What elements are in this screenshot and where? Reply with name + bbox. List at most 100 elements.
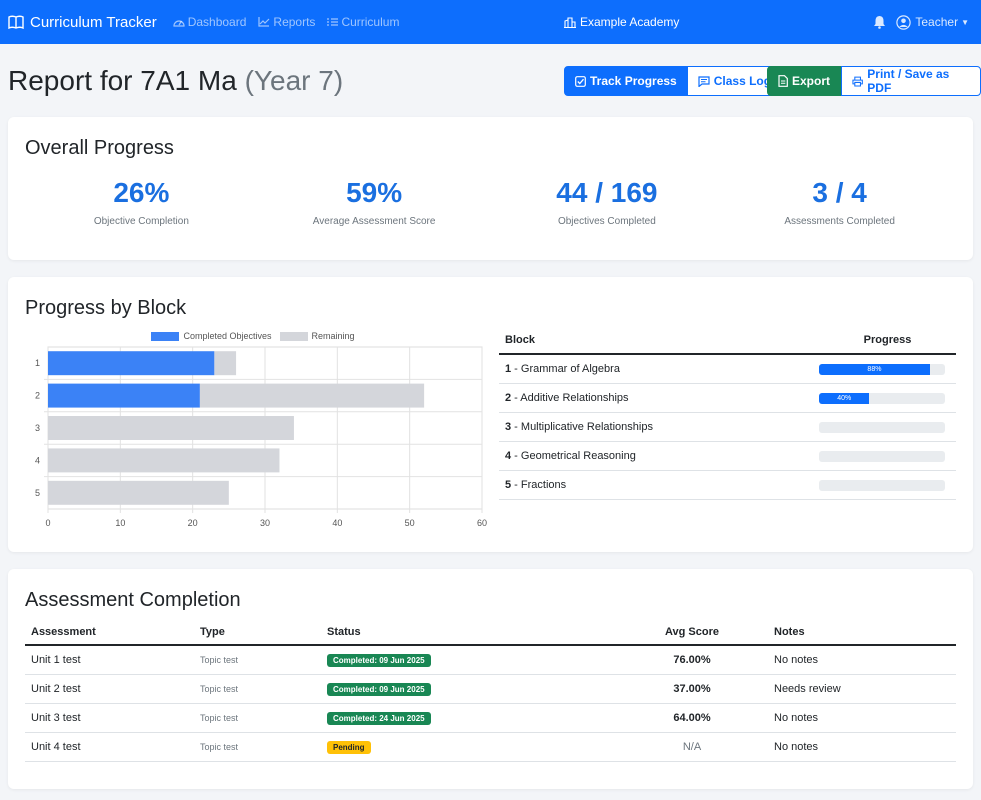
block-progress-cell: 88% [819,363,956,375]
nav-reports-label: Reports [273,15,316,29]
overall-progress-title: Overall Progress [25,137,174,159]
table-row: Unit 2 test Topic test Completed: 09 Jun 2… [25,675,956,704]
progress-by-block-card: Progress by Block Completed Objectives R… [8,277,973,552]
bar-chart-svg: 0 10 20 30 40 50 60 1 2 3 4 5 [35,346,487,528]
stat-value: 59% [346,177,403,208]
block-row: 5 - Fractions [499,471,956,500]
bar-remaining [48,448,280,473]
page-title-subtitle: (Year 7) [244,65,344,96]
x-tick-label: 30 [260,518,270,528]
progress-bar: 40% [819,392,945,404]
x-tick-label: 10 [115,518,125,528]
assessment-status-cell: Pending [327,740,627,754]
chat-text-icon [698,75,710,87]
stat-label: Average Assessment Score [312,216,436,227]
print-button[interactable]: Print / Save as PDF [841,66,981,96]
progress-bar [819,479,945,491]
school-name: Example Academy [564,0,679,44]
assessment-notes: No notes [774,654,819,666]
assessment-type: Topic test [200,684,239,694]
block-row: 4 - Geometrical Reasoning [499,442,956,471]
assessment-name: Unit 2 test [31,683,81,695]
nav-reports[interactable]: Reports [258,15,315,29]
progress-by-block-title: Progress by Block [25,297,187,319]
legend-item-completed[interactable]: Completed Objectives [151,331,272,341]
assessment-completion-card: Assessment Completion Assessment Type St… [8,569,973,789]
block-number: 3 [505,421,512,433]
block-progress-cell [819,450,956,462]
page-title-main: Report for 7A1 Ma [8,65,237,96]
track-progress-label: Track Progress [590,74,677,88]
block-name: - Geometrical Reasoning [511,450,636,462]
assessment-type: Topic test [200,713,239,723]
block-row: 1 - Grammar of Algebra 88% [499,355,956,384]
stat-value: 44 / 169 [556,177,658,208]
block-number: 4 [505,450,512,462]
assessment-avg-score: 64.00% [673,712,711,724]
status-badge: Completed: 24 Jun 2025 [327,711,431,725]
user-name: Teacher [915,15,959,29]
assessment-type: Topic test [200,655,239,665]
brand-link[interactable]: Curriculum Tracker [8,14,157,31]
block-chart: Completed Objectives Remaining 0 10 20 30 40… [18,325,488,540]
y-tick-label: 4 [35,455,40,465]
block-number: 5 [505,479,512,491]
y-tick-label: 5 [35,488,40,498]
chart-legend: Completed Objectives Remaining [18,331,488,341]
assessment-completion-title: Assessment Completion [25,589,241,611]
col-header-type: Type [200,625,225,638]
assessment-notes: No notes [774,741,819,753]
block-number: 1 [505,363,512,375]
nav-curriculum[interactable]: Curriculum [327,15,399,29]
bell-icon[interactable] [873,15,886,29]
assessment-name: Unit 4 test [31,741,81,753]
block-number: 2 [505,392,512,404]
col-header-status: Status [327,625,361,638]
track-progress-button[interactable]: Track Progress [564,66,688,96]
export-button[interactable]: Export [767,66,842,96]
stat-objective-completion: 26% Objective Completion [25,177,258,228]
y-tick-label: 1 [35,358,40,368]
legend-swatch-completed [151,331,180,341]
stat-label: Objective Completion [93,216,189,227]
x-tick-label: 40 [332,518,342,528]
nav-curriculum-label: Curriculum [341,15,400,29]
assessment-avg-score: 37.00% [673,683,711,695]
status-badge: Pending [327,740,371,754]
x-tick-label: 0 [45,518,50,528]
user-menu[interactable]: Teacher ▼ [896,14,969,30]
progress-bar-fill: 40% [819,392,870,404]
assessment-status-cell: Completed: 09 Jun 2025 [327,653,627,667]
page-header: Report for 7A1 Ma (Year 7) Track Progres… [0,44,981,116]
block-progress-cell [819,421,956,433]
block-name-cell: 5 - Fractions [499,479,819,491]
check-square-icon [575,75,586,87]
block-name-cell: 2 - Additive Relationships [499,392,819,404]
bar-remaining [48,416,294,440]
assessment-type: Topic test [200,742,239,752]
stat-value: 26% [113,177,170,208]
block-name-cell: 3 - Multiplicative Relationships [499,421,819,433]
book-icon [8,15,24,29]
bar-remaining [48,480,229,505]
building-icon [564,16,576,28]
legend-swatch-remaining [279,331,308,341]
list-icon [327,18,339,26]
block-row: 2 - Additive Relationships 40% [499,384,956,413]
legend-item-remaining[interactable]: Remaining [279,331,355,341]
assessment-avg-score: N/A [682,741,702,753]
progress-bar-fill: 88% [819,363,930,375]
x-tick-label: 20 [188,518,198,528]
class-log-button[interactable]: Class Log [687,66,783,96]
school-label: Example Academy [580,15,680,29]
block-progress-cell [819,479,956,491]
y-tick-label: 2 [35,391,40,401]
assessment-notes: No notes [774,712,819,724]
file-icon [778,75,788,87]
printer-icon [852,76,863,87]
block-name: - Multiplicative Relationships [511,421,653,433]
assessment-notes: Needs review [774,683,841,695]
tracking-button-group: Track Progress Class Log [564,66,783,96]
nav-dashboard[interactable]: Dashboard [173,15,246,29]
legend-label-completed: Completed Objectives [183,331,272,341]
